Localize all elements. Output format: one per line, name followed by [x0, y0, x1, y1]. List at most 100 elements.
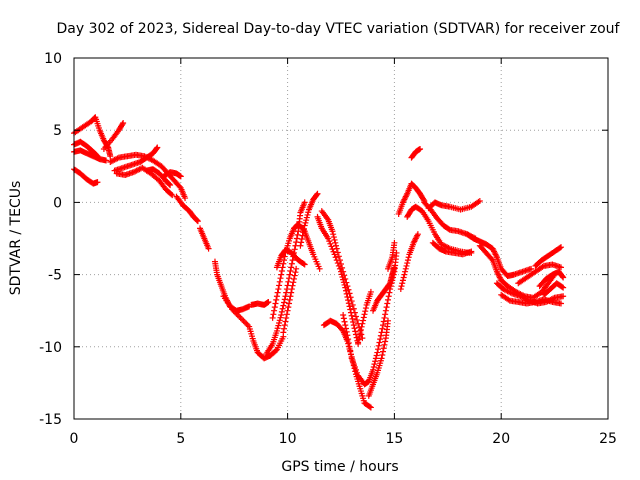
data-point — [347, 347, 354, 354]
data-point — [289, 257, 296, 264]
series-arc-36 — [464, 231, 535, 280]
data-point — [558, 264, 565, 271]
chart-title: Day 302 of 2023, Sidereal Day-to-day VTE… — [57, 21, 621, 37]
data-point — [347, 306, 354, 313]
series-arc-3 — [71, 138, 101, 160]
data-point — [556, 244, 563, 251]
series-arc-27 — [370, 264, 398, 314]
data-point — [339, 264, 346, 271]
data-point — [291, 246, 298, 253]
data-point — [344, 332, 351, 339]
x-tick-label: 25 — [599, 431, 617, 447]
data-point — [342, 275, 349, 282]
data-point — [282, 318, 289, 325]
data-point — [330, 231, 337, 238]
data-point — [345, 339, 352, 346]
y-tick-label: 0 — [53, 195, 62, 211]
series-arc-17 — [269, 221, 323, 321]
data-point — [265, 299, 272, 306]
data-point — [360, 317, 367, 324]
y-tick-label: 10 — [44, 51, 62, 67]
data-point — [313, 191, 320, 198]
data-point — [350, 319, 357, 326]
data-point — [276, 317, 283, 324]
data-point — [94, 179, 101, 186]
data-point — [284, 307, 291, 314]
series-arc-34 — [425, 197, 483, 213]
data-point — [329, 228, 336, 235]
data-point — [331, 236, 338, 243]
series-arc-10 — [160, 169, 184, 180]
data-point — [278, 271, 285, 278]
data-point — [287, 267, 294, 274]
data-point — [380, 345, 387, 352]
series-arc-32 — [408, 145, 424, 161]
data-point — [305, 209, 312, 216]
data-point — [383, 304, 390, 311]
data-point — [166, 181, 173, 188]
data-point — [371, 361, 378, 368]
data-point — [373, 352, 380, 359]
data-point — [276, 319, 283, 326]
series-arc-20 — [297, 190, 321, 249]
series-arc-41 — [532, 244, 565, 269]
data-point — [194, 218, 201, 225]
data-point — [350, 305, 357, 312]
series-arc-35 — [429, 239, 475, 258]
data-point — [93, 152, 100, 159]
data-point — [358, 323, 365, 330]
data-point — [404, 257, 411, 264]
data-point — [488, 255, 495, 262]
data-point — [359, 320, 366, 327]
data-point — [402, 265, 409, 272]
data-point — [348, 312, 355, 319]
x-tick-label: 5 — [176, 431, 185, 447]
data-point — [288, 260, 295, 267]
data-point — [354, 369, 361, 376]
series-arc-15 — [248, 299, 272, 308]
data-point — [281, 325, 288, 332]
data-point — [286, 271, 293, 278]
data-point — [94, 153, 101, 160]
series-arc-40 — [515, 261, 565, 287]
data-point — [281, 299, 288, 306]
data-point — [286, 275, 293, 282]
data-point — [382, 311, 389, 318]
data-point — [289, 282, 296, 289]
series-arc-43 — [540, 280, 567, 298]
data-point — [367, 288, 374, 295]
data-point — [270, 311, 277, 318]
data-point — [354, 317, 361, 324]
y-tick-label: 5 — [53, 123, 62, 139]
data-point — [283, 314, 290, 321]
data-point — [107, 153, 114, 160]
data-point — [346, 303, 353, 310]
data-point — [381, 314, 388, 321]
data-point — [398, 283, 405, 290]
data-point — [278, 312, 285, 319]
data-points-layer — [71, 114, 567, 411]
data-point — [346, 343, 353, 350]
data-point — [273, 327, 280, 334]
data-point — [275, 322, 282, 329]
data-point — [414, 231, 421, 238]
data-point — [558, 244, 565, 251]
data-point — [341, 272, 348, 279]
data-point — [350, 322, 357, 329]
y-axis-label: SDTVAR / TECUs — [8, 181, 24, 296]
data-point — [194, 217, 201, 224]
series-arc-16 — [263, 199, 308, 358]
data-point — [301, 261, 308, 268]
data-point — [357, 326, 364, 333]
plot-frame — [73, 57, 609, 420]
data-point — [299, 232, 306, 239]
data-point — [269, 314, 276, 321]
data-point — [352, 331, 359, 338]
data-point — [380, 348, 387, 355]
data-point — [404, 260, 411, 267]
data-point — [314, 190, 321, 197]
data-point — [276, 278, 283, 285]
data-point — [340, 315, 347, 322]
data-point — [328, 243, 335, 250]
